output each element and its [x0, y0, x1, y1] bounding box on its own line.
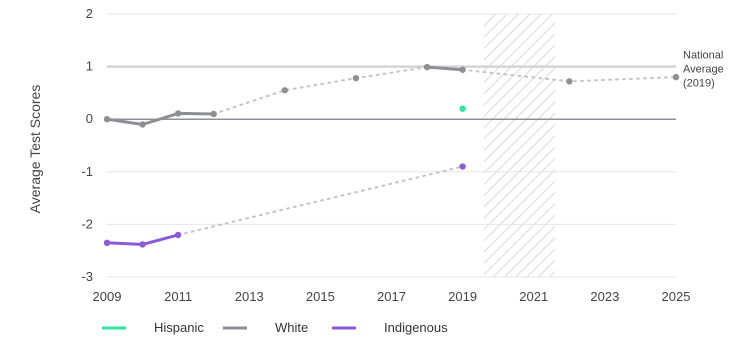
- y-tick-label: 0: [86, 111, 93, 126]
- x-tick-label: 2017: [377, 289, 406, 304]
- series-white-solid-line-0: [105, 111, 216, 126]
- series-white-point-2012: [210, 110, 217, 118]
- y-tick-label: -1: [81, 164, 93, 179]
- series-indigenous-point-2019: [459, 163, 466, 170]
- x-tick-label: 2015: [306, 289, 335, 304]
- series-white-point-2016: [352, 74, 360, 82]
- series-white-point-2011: [174, 110, 182, 117]
- national-average-label-line-1: National: [683, 50, 723, 62]
- x-tick-label: 2011: [164, 289, 192, 304]
- legend-label-indigenous: Indigenous: [384, 320, 448, 335]
- series-indigenous-point-2011: [174, 231, 182, 239]
- y-tick-label: 2: [86, 6, 93, 21]
- x-tick-label: 2013: [235, 289, 264, 304]
- x-tick-label: 2009: [93, 289, 122, 304]
- legend-label-white: White: [275, 320, 308, 335]
- series-white-point-2018: [423, 63, 431, 71]
- x-tick-label: 2021: [519, 289, 548, 304]
- series-hispanic-point-2019: [459, 105, 466, 112]
- national-average-label: National Average (2019): [683, 50, 727, 90]
- series-indigenous-dotted-line-0: [177, 165, 464, 236]
- series-white-point-2022: [566, 78, 573, 85]
- series-white-point-2009: [103, 116, 111, 123]
- series-white-dotted-line-0: [212, 66, 429, 115]
- legend-label-hispanic: Hispanic: [154, 320, 204, 335]
- y-tick-label: -2: [81, 216, 93, 231]
- series-white-point-2019: [459, 66, 466, 73]
- series-white-solid-line-1: [425, 65, 465, 72]
- national-average-label-line-3: (2019): [683, 78, 715, 90]
- series-white-point-2014: [281, 87, 289, 94]
- y-axis-label: Average Test Scores: [27, 85, 43, 214]
- series-indigenous-point-2010: [139, 241, 146, 248]
- x-tick-label: 2019: [448, 289, 477, 304]
- legend: Hispanic White Indigenous: [102, 320, 448, 335]
- y-tick-label: 1: [86, 59, 93, 74]
- y-tick-label: -3: [81, 269, 93, 284]
- series-indigenous-point-2009: [103, 239, 111, 247]
- series-white-point-2025: [672, 73, 680, 81]
- national-average-label-line-2: Average: [683, 64, 724, 76]
- x-tick-label: 2025: [662, 289, 691, 304]
- series-white-point-2010: [139, 121, 146, 128]
- x-tick-label: 2023: [590, 289, 619, 304]
- hatched-region: [483, 14, 556, 277]
